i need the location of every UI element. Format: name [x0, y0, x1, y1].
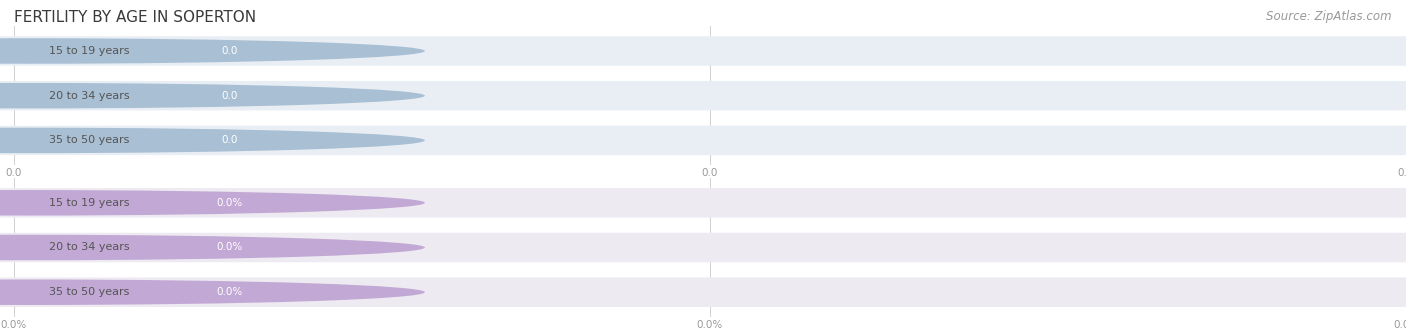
- FancyBboxPatch shape: [0, 36, 1406, 66]
- Circle shape: [0, 128, 425, 153]
- Circle shape: [0, 190, 425, 215]
- Text: 0.0: 0.0: [222, 135, 238, 146]
- FancyBboxPatch shape: [0, 188, 1406, 217]
- Text: 0.0%: 0.0%: [217, 243, 243, 252]
- Text: 0.0: 0.0: [222, 46, 238, 56]
- FancyBboxPatch shape: [0, 81, 1406, 111]
- Circle shape: [0, 38, 425, 64]
- FancyBboxPatch shape: [0, 126, 1406, 155]
- Text: 0.0: 0.0: [222, 91, 238, 101]
- Circle shape: [0, 83, 425, 109]
- Text: FERTILITY BY AGE IN SOPERTON: FERTILITY BY AGE IN SOPERTON: [14, 10, 256, 25]
- Text: 15 to 19 years: 15 to 19 years: [49, 198, 129, 208]
- Circle shape: [0, 280, 425, 305]
- Text: 35 to 50 years: 35 to 50 years: [49, 287, 129, 297]
- Text: 20 to 34 years: 20 to 34 years: [49, 243, 129, 252]
- Text: 20 to 34 years: 20 to 34 years: [49, 91, 129, 101]
- Text: 0.0%: 0.0%: [217, 287, 243, 297]
- Circle shape: [0, 235, 425, 260]
- Text: 15 to 19 years: 15 to 19 years: [49, 46, 129, 56]
- Text: Source: ZipAtlas.com: Source: ZipAtlas.com: [1267, 10, 1392, 23]
- Text: 0.0%: 0.0%: [217, 198, 243, 208]
- FancyBboxPatch shape: [0, 233, 1406, 262]
- Text: 35 to 50 years: 35 to 50 years: [49, 135, 129, 146]
- FancyBboxPatch shape: [0, 278, 1406, 307]
